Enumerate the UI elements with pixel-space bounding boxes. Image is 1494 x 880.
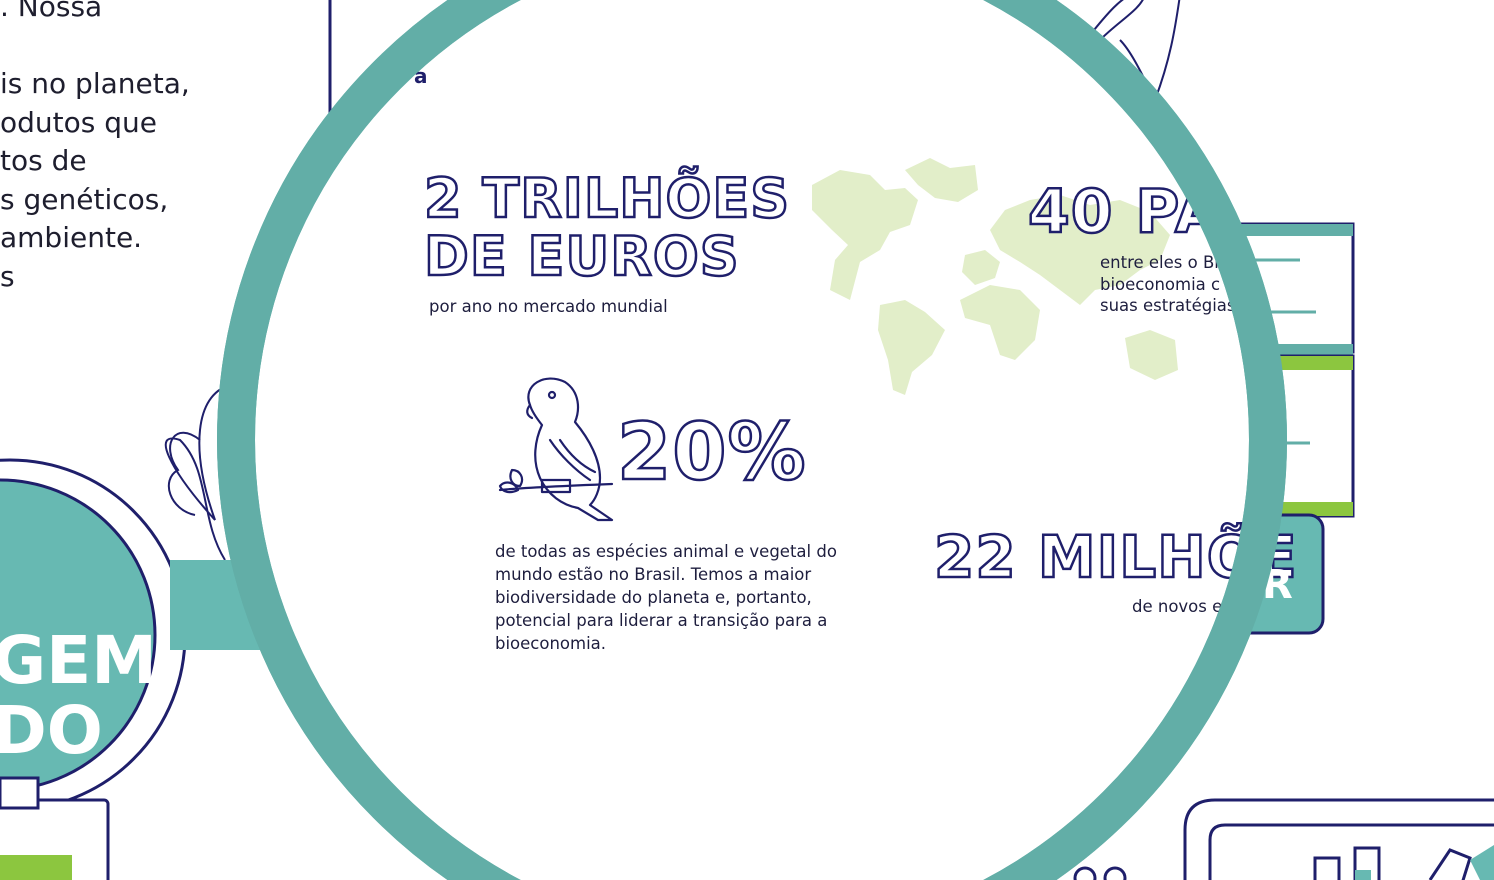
stat-species-caption-line: mundo estão no Brasil. Temos a maior <box>495 565 812 584</box>
stat-jobs-caption: de novos e <box>1132 597 1223 616</box>
left-badge-text: GEM DO <box>0 626 157 766</box>
stat-euros-line2: DE EUROS <box>423 225 740 288</box>
stat-euros-line1: 2 TRILHÕES <box>423 167 791 230</box>
stat-countries-caption-line: suas estratégias <box>1100 296 1236 315</box>
stat-species-caption-line: de todas as espécies animal e vegetal do <box>495 542 837 561</box>
stat-species-headline: 20% <box>616 407 807 500</box>
left-badge-line2: DO <box>0 692 103 769</box>
intro-line: odutos que <box>0 105 157 139</box>
intro-line: . Nossa <box>0 0 103 23</box>
intro-line: s <box>0 259 15 293</box>
intro-line: s genéticos, <box>0 182 169 216</box>
monitor-illustration <box>1073 798 1494 880</box>
stat-species-caption-line: biodiversidade do planeta e, portanto, <box>495 588 812 607</box>
intro-line: tos de <box>0 144 87 177</box>
left-badge-line1: GEM <box>0 622 157 699</box>
stat-countries-headline: 40 PA <box>1027 177 1223 247</box>
stat-species-caption-line: potencial para liderar a transição para … <box>495 611 828 630</box>
intro-line: is no planeta, <box>0 67 190 100</box>
stat-countries-caption: entre eles o Br bioeconomia c suas estra… <box>1100 252 1236 317</box>
intro-line: ambiente. <box>0 221 143 254</box>
intro-paragraph: . Nossa is no planeta, odutos que tos de… <box>0 0 190 296</box>
stat-euros-headline: 2 TRILHÕES DE EUROS <box>423 167 791 288</box>
right-badge-letter: R <box>1262 562 1293 608</box>
stat-euros-caption: por ano no mercado mundial <box>429 297 668 316</box>
stat-jobs-headline: 22 MILHÕE <box>933 523 1298 592</box>
stat-species-caption: de todas as espécies animal e vegetal do… <box>495 540 837 655</box>
stat-countries-caption-line: bioeconomia c <box>1100 274 1221 294</box>
stat-species-caption-line: bioeconomia. <box>495 634 607 653</box>
frame-fragment-label: a <box>414 64 428 88</box>
stat-countries-caption-line: entre eles o Br <box>1100 253 1222 272</box>
badge-circle <box>0 478 157 792</box>
